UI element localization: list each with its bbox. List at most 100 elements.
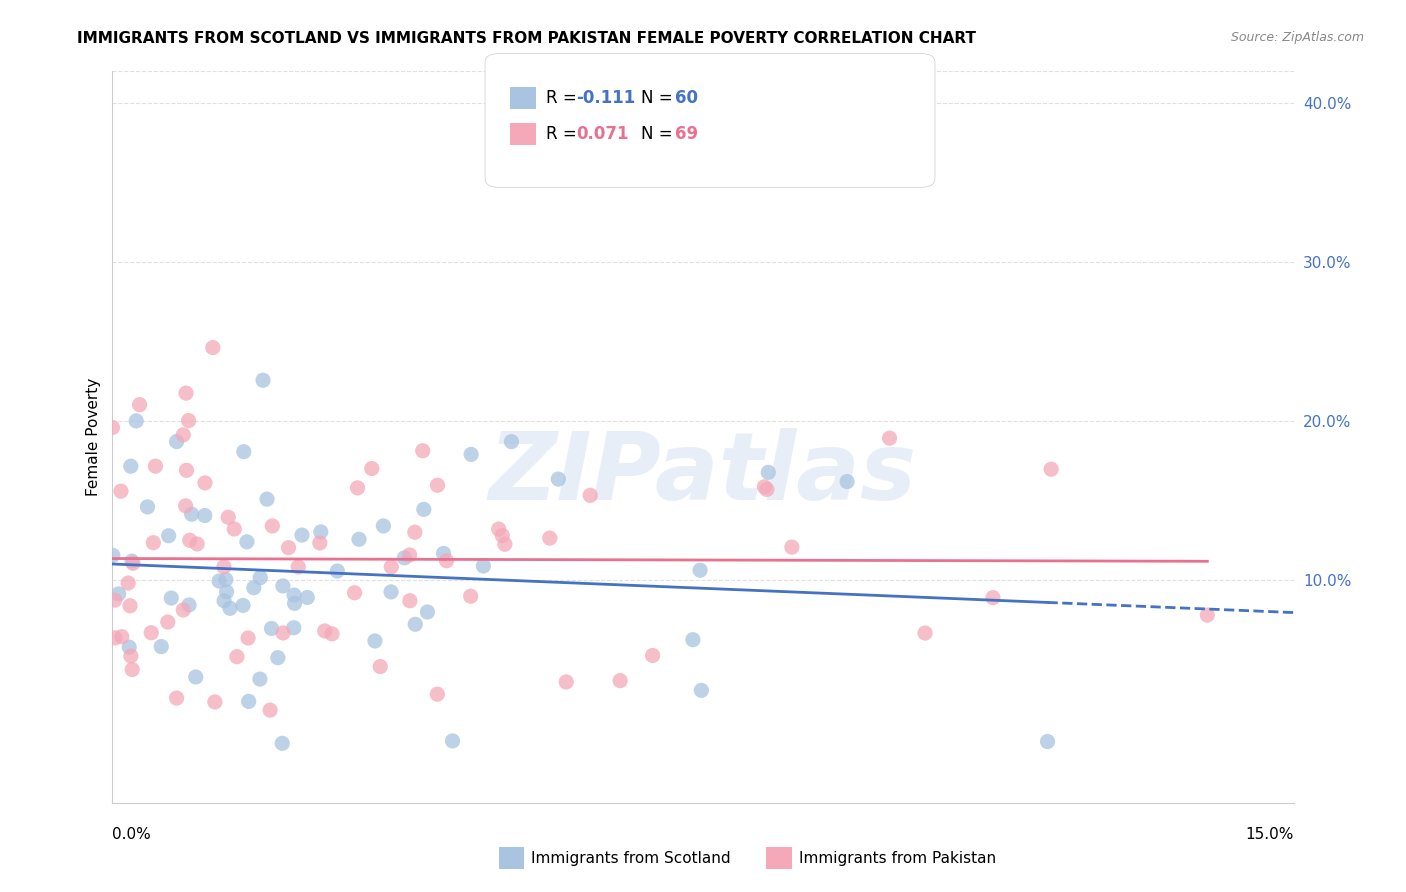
Point [682,632,704,647]
Text: ZIPatlas: ZIPatlas [489,427,917,520]
Point [981,591,1004,605]
Point [208,574,231,588]
Point [404,525,426,540]
Point [343,586,366,600]
Text: Source: ZipAtlas.com: Source: ZipAtlas.com [1230,31,1364,45]
Point [1036,734,1059,748]
Point [472,559,495,574]
Point [394,550,416,565]
Point [232,599,254,613]
Point [194,508,217,523]
Point [373,519,395,533]
Point [641,648,664,663]
Point [176,463,198,477]
Point [177,414,200,428]
Point [412,502,434,516]
Point [380,585,402,599]
Text: R =: R = [546,125,582,143]
Point [172,427,194,442]
Point [252,373,274,387]
Point [157,529,180,543]
Text: 15.0%: 15.0% [1246,827,1294,841]
Point [160,591,183,605]
Point [141,625,163,640]
Point [690,683,713,698]
Point [426,687,449,701]
Point [309,524,332,539]
Point [426,478,449,492]
Point [256,492,278,507]
Point [166,434,188,449]
Point [755,483,778,497]
Text: 0.0%: 0.0% [112,827,152,841]
Point [347,533,370,547]
Point [780,540,803,554]
Point [118,640,141,655]
Point [101,549,124,563]
Point [259,703,281,717]
Point [180,507,202,521]
Point [204,695,226,709]
Point [150,640,173,654]
Point [125,414,148,428]
Point [215,573,238,587]
Point [260,622,283,636]
Point [368,659,391,673]
Point [121,554,143,568]
Point [156,615,179,629]
Point [122,556,145,570]
Point [398,548,420,562]
Point [136,500,159,514]
Text: 60: 60 [675,89,697,107]
Point [436,554,458,568]
Point [314,624,336,638]
Text: 0.071: 0.071 [576,125,628,143]
Point [215,585,238,599]
Text: R =: R = [546,89,582,107]
Point [217,510,239,524]
Point [120,648,142,663]
Point [107,587,129,601]
Point [494,537,516,551]
Text: N =: N = [641,89,678,107]
Point [283,596,305,610]
Point [488,522,510,536]
Point [120,459,142,474]
Text: Immigrants from Pakistan: Immigrants from Pakistan [799,851,995,865]
Point [756,466,779,480]
Text: 69: 69 [675,125,697,143]
Point [547,472,569,486]
Point [271,579,294,593]
Point [283,621,305,635]
Point [460,447,482,461]
Point [326,564,349,578]
Point [128,398,150,412]
Point [271,736,294,750]
Point [186,537,208,551]
Point [399,593,422,607]
Point [104,593,127,607]
Text: N =: N = [641,125,678,143]
Point [121,663,143,677]
Text: IMMIGRANTS FROM SCOTLAND VS IMMIGRANTS FROM PAKISTAN FEMALE POVERTY CORRELATION : IMMIGRANTS FROM SCOTLAND VS IMMIGRANTS F… [77,31,976,46]
Point [110,484,132,499]
Point [226,649,249,664]
Point [219,601,242,615]
Point [291,528,314,542]
Point [754,480,776,494]
Point [142,535,165,549]
Point [689,563,711,577]
Point [416,605,439,619]
Point [364,634,387,648]
Point [914,626,936,640]
Point [441,734,464,748]
Point [277,541,299,555]
Point [249,571,271,585]
Point [232,444,254,458]
Point [111,630,134,644]
Point [283,588,305,602]
Point [460,589,482,603]
Text: -0.111: -0.111 [576,89,636,107]
Point [609,673,631,688]
Point [243,581,266,595]
